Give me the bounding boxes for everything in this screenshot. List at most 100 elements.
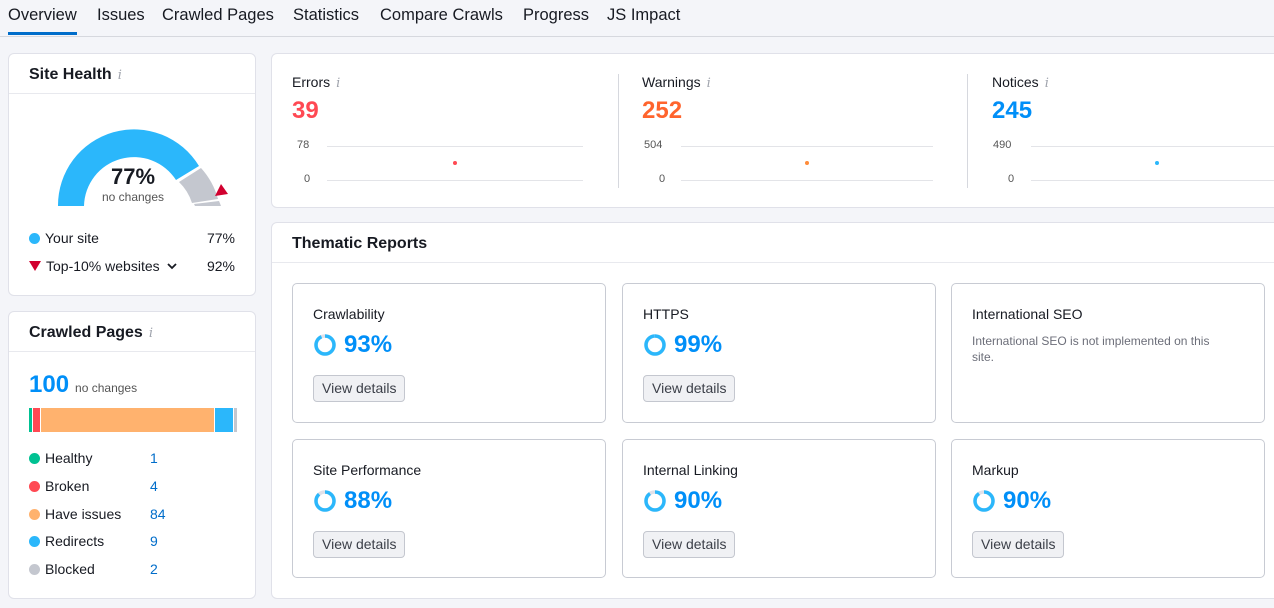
row-redirects[interactable]: Redirects 9 [29, 533, 169, 549]
gauge-top10-marker [215, 184, 228, 196]
warnings-axis-max: 504 [644, 139, 663, 151]
site-health-percent: 77% [110, 164, 156, 189]
row-value[interactable]: 84 [150, 506, 166, 522]
chevron-down-icon[interactable] [166, 261, 178, 271]
broken-dot [29, 480, 40, 492]
errors-axis-min: 0 [304, 173, 311, 185]
report-score-value: 88% [344, 487, 393, 514]
warnings-axis-min: 0 [659, 173, 666, 185]
notices-sparkline-point [1155, 161, 1159, 165]
ring-fill [314, 490, 336, 512]
report-name: International SEO [972, 306, 1083, 322]
errors-metric: Errors i 39 [292, 74, 340, 125]
redirects-dot [29, 535, 40, 547]
site-health-card: Site Health i 77% no changes Your site 77… [8, 53, 256, 296]
report-name: Crawlability [313, 306, 385, 322]
blocked-dot [29, 563, 40, 575]
score-ring-icon [644, 334, 666, 356]
your-site-dot [29, 232, 40, 244]
row-value[interactable]: 2 [150, 561, 158, 577]
tab-issues[interactable]: Issues [97, 6, 145, 24]
issues-summary-card: Errors i 39 78 0 Warnings i 252 504 0 Noti… [271, 53, 1274, 208]
thematic-reports-card: Thematic Reports Crawlability 93% View d… [271, 222, 1274, 599]
ring-fill [314, 334, 336, 356]
view-details-button[interactable]: View details [643, 375, 736, 402]
crawled-pages-title: Crawled Pages [29, 324, 143, 341]
score-ring-icon [314, 490, 336, 512]
row-label: Broken [45, 478, 90, 494]
tab-progress[interactable]: Progress [523, 6, 590, 24]
view-details-button[interactable]: View details [643, 531, 736, 558]
info-icon[interactable]: i [336, 76, 341, 91]
row-blocked[interactable]: Blocked 2 [29, 561, 169, 577]
tab-crawled-pages[interactable]: Crawled Pages [162, 6, 274, 24]
errors-sparkline-point [453, 161, 457, 165]
notices-metric: Notices i 245 [992, 74, 1049, 125]
report-score: 99% [643, 331, 722, 359]
tab-js-impact[interactable]: JS Impact [607, 6, 681, 24]
crawled-pages-bar[interactable] [29, 408, 239, 432]
crawled-pages-total-row: 100 no changes [29, 371, 137, 399]
separator [967, 74, 968, 188]
ring-fill [644, 334, 666, 356]
site-health-gauge [57, 129, 228, 206]
legend-top10-label: Top-10% websites [46, 258, 160, 274]
row-label: Blocked [45, 561, 95, 577]
errors-label: Errors [292, 74, 331, 90]
info-icon[interactable]: i [148, 326, 153, 341]
site-health-header: Site Health i [29, 66, 122, 84]
crawled-pages-card: Crawled Pages i 100 no changes Healthy 1 B… [8, 311, 256, 599]
crawled-pages-total[interactable]: 100 [29, 371, 70, 398]
tab-compare-crawls[interactable]: Compare Crawls [380, 6, 503, 24]
score-ring-icon [314, 334, 336, 356]
errors-axis-max: 78 [297, 139, 310, 151]
info-icon[interactable]: i [117, 68, 122, 83]
bar-segment-broken[interactable] [33, 408, 42, 432]
bar-segment-blocked[interactable] [233, 408, 239, 432]
legend-your-site: Your site 77% [29, 230, 235, 246]
view-details-button[interactable]: View details [972, 531, 1065, 558]
axis-line [327, 146, 583, 147]
ring-fill [644, 490, 666, 512]
report-name: Markup [972, 462, 1019, 478]
report-name: HTTPS [643, 306, 689, 322]
bar-segment-redirects[interactable] [215, 408, 234, 432]
notices-value[interactable]: 245 [992, 97, 1033, 124]
legend-top10-value: 92% [206, 258, 235, 274]
errors-value[interactable]: 39 [292, 97, 319, 124]
row-healthy[interactable]: Healthy 1 [29, 450, 169, 466]
bar-segment-have-issues[interactable] [41, 408, 216, 432]
bar-segment-healthy[interactable] [29, 408, 34, 432]
report-score: 88% [313, 487, 392, 515]
warnings-metric: Warnings i 252 [642, 74, 711, 125]
score-ring-icon [973, 490, 995, 512]
divider [9, 93, 255, 94]
tab-statistics[interactable]: Statistics [293, 6, 360, 24]
view-details-button[interactable]: View details [313, 375, 406, 402]
row-have-issues[interactable]: Have issues 84 [29, 506, 169, 522]
report-note: International SEO is not implemented on … [972, 334, 1210, 364]
report-https: HTTPS 99% View details [622, 283, 936, 423]
axis-line [1031, 146, 1274, 147]
axis-line [681, 180, 933, 181]
axis-line [1031, 180, 1274, 181]
report-crawlability: Crawlability 93% View details [292, 283, 606, 423]
row-value[interactable]: 4 [150, 478, 158, 494]
info-icon[interactable]: i [1044, 76, 1049, 91]
info-icon[interactable]: i [706, 76, 711, 91]
tab-overview[interactable]: Overview [8, 6, 77, 35]
report-site-performance: Site Performance 88% View details [292, 439, 606, 578]
row-value[interactable]: 9 [150, 533, 158, 549]
axis-line [681, 146, 933, 147]
report-score: 90% [643, 487, 722, 515]
separator [618, 74, 619, 188]
row-broken[interactable]: Broken 4 [29, 478, 169, 494]
view-details-button[interactable]: View details [313, 531, 406, 558]
report-score-value: 90% [1003, 487, 1052, 514]
ring-fill [973, 490, 995, 512]
healthy-dot [29, 452, 40, 464]
row-value[interactable]: 1 [150, 450, 158, 466]
warnings-label: Warnings [642, 74, 701, 90]
warnings-value[interactable]: 252 [642, 97, 683, 124]
row-label: Healthy [45, 450, 93, 466]
